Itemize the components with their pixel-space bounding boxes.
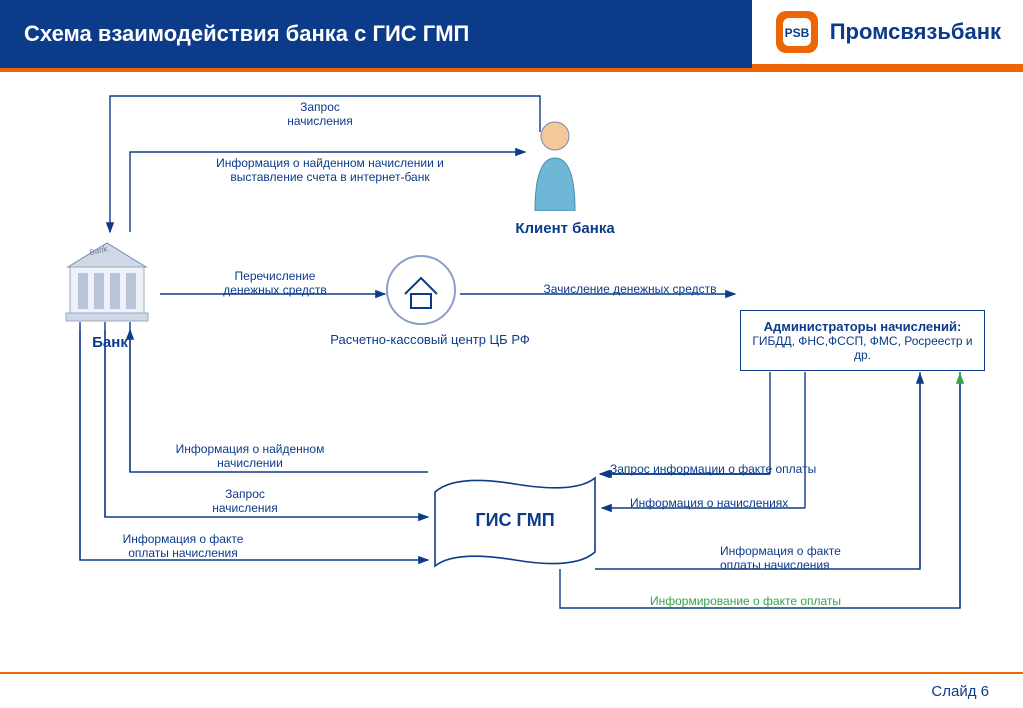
edge-label-e2: Информация о найденном начислении ивыста… — [190, 156, 470, 185]
footer-divider — [0, 672, 1023, 674]
client-label: Клиент банка — [505, 220, 625, 237]
edge-label-e8: Запрос информации о факте оплаты — [610, 462, 840, 476]
person-icon — [525, 116, 585, 211]
edge-label-e1: Запросначисления — [275, 100, 365, 129]
gisgmp-label: ГИС ГМП — [430, 510, 600, 531]
svg-text:PSB: PSB — [784, 26, 809, 40]
client-node — [525, 116, 585, 211]
rkc-node — [385, 254, 457, 326]
logo-area: PSB Промсвязьбанк — [752, 0, 1023, 68]
bank-label: Банк — [80, 334, 140, 351]
diagram-canvas: Bank Банк Клиент банка Расчетно-кассовый… — [0, 72, 1023, 642]
logo-text: Промсвязьбанк — [830, 19, 1001, 45]
edge-label-e4: Зачисление денежных средств — [530, 282, 730, 296]
gisgmp-node: ГИС ГМП — [430, 472, 600, 572]
slide-title: Схема взаимодействия банка с ГИС ГМП — [0, 0, 752, 68]
edge-label-e5: Информация о найденномначислении — [155, 442, 345, 471]
slide-header: Схема взаимодействия банка с ГИС ГМП PSB… — [0, 0, 1023, 68]
edge-label-e7: Информация о фактеоплаты начисления — [108, 532, 258, 561]
edge-label-e11: Информирование о факте оплаты — [650, 594, 910, 608]
admin-node: Администраторы начислений: ГИБДД, ФНС,ФС… — [740, 310, 985, 371]
edge-label-e6: Запросначисления — [200, 487, 290, 516]
slide-title-text: Схема взаимодействия банка с ГИС ГМП — [24, 21, 469, 47]
admin-subtitle: ГИБДД, ФНС,ФССП, ФМС, Росреестр и др. — [751, 334, 974, 362]
house-circle-icon — [385, 254, 457, 326]
bank-icon: Bank — [60, 237, 155, 327]
rkc-label: Расчетно-кассовый центр ЦБ РФ — [320, 332, 540, 348]
edge-label-e9: Информация о начислениях — [630, 496, 860, 510]
edge-label-e10: Информация о фактеоплаты начисления — [720, 544, 910, 573]
slide-number: Слайд 6 — [931, 683, 989, 700]
edge-label-e3: Перечислениеденежных средств — [205, 269, 345, 298]
admin-title: Администраторы начислений: — [751, 319, 974, 334]
psb-logo-icon: PSB — [774, 9, 820, 55]
bank-node: Bank — [60, 237, 155, 327]
